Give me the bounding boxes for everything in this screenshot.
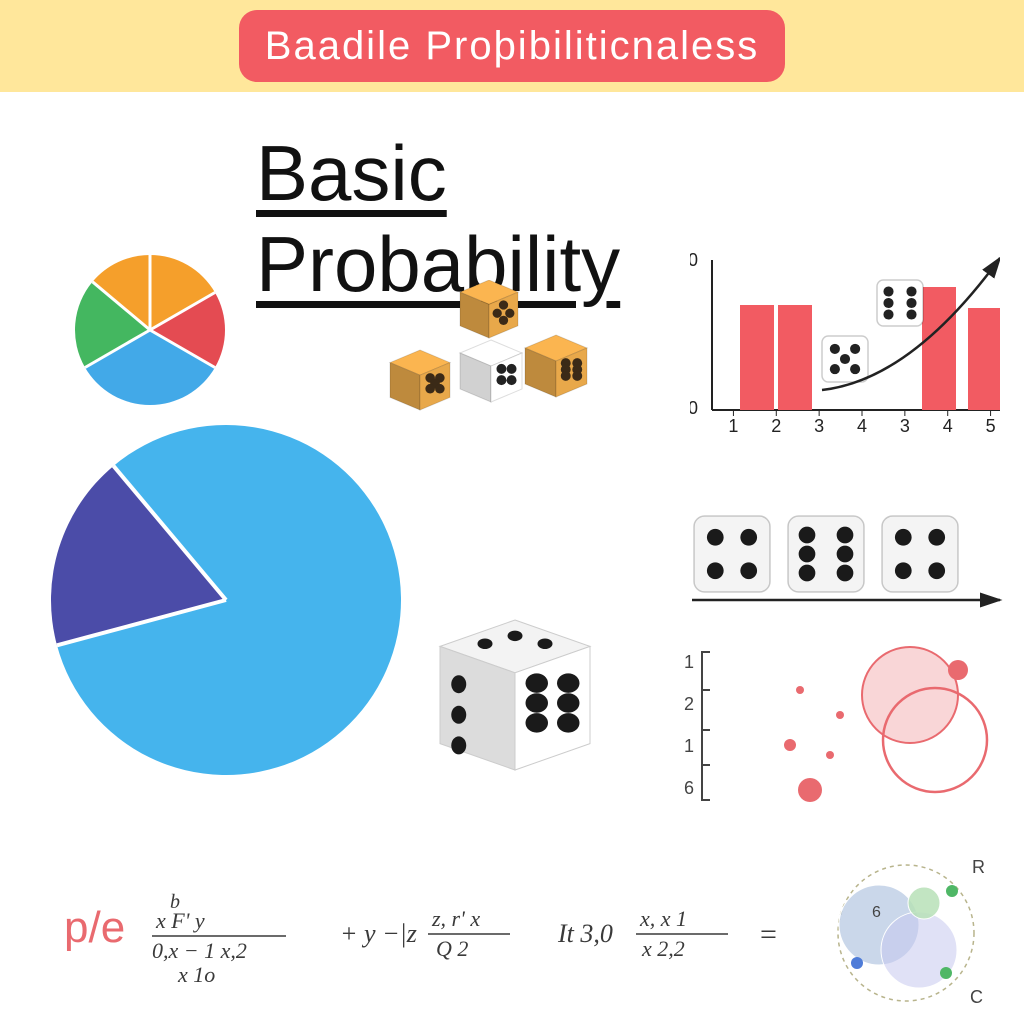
venn-diagram-rc: R C 6 (824, 855, 994, 1020)
dice-cluster (370, 280, 610, 445)
svg-text:1: 1 (684, 736, 694, 756)
big-die-icon (420, 600, 620, 805)
svg-text:x, x 1: x, x 1 (639, 906, 687, 931)
header-text: Baadile Proþibiliticnaless (265, 24, 759, 69)
svg-text:6: 6 (684, 778, 694, 798)
svg-text:x 1o: x 1o (177, 962, 215, 987)
svg-text:1: 1 (728, 416, 738, 436)
svg-text:Q 2: Q 2 (436, 936, 468, 961)
svg-text:It 3,0: It 3,0 (557, 919, 613, 948)
svg-text:2: 2 (684, 694, 694, 714)
svg-text:4: 4 (857, 416, 867, 436)
scatter-venn-panel: 1 2 1 6 (680, 640, 1000, 825)
header-outer: Baadile Proþibiliticnaless (0, 0, 1024, 92)
large-pie-chart (46, 420, 406, 785)
svg-text:x F' y: x F' y (155, 908, 205, 933)
svg-text:4: 4 (943, 416, 953, 436)
svg-text:0: 0 (690, 250, 698, 270)
small-pie-chart (70, 250, 230, 415)
svg-text:1: 1 (684, 652, 694, 672)
svg-text:x 2,2: x 2,2 (641, 936, 685, 961)
svg-text:R: R (972, 857, 985, 877)
dice-row (690, 510, 1010, 625)
svg-text:C: C (970, 987, 983, 1007)
header-band: Baadile Proþibiliticnaless (0, 0, 1024, 92)
svg-text:0: 0 (690, 398, 698, 418)
svg-text:z, r' x: z, r' x (431, 906, 480, 931)
bar-chart: 0 0 1 2 3 4 3 4 5 (690, 240, 1000, 465)
svg-text:p/e: p/e (64, 903, 125, 952)
svg-text:0,x − 1 x,2: 0,x − 1 x,2 (152, 938, 247, 963)
svg-text:=: = (760, 918, 777, 951)
svg-text:2: 2 (771, 416, 781, 436)
svg-text:5: 5 (986, 416, 996, 436)
svg-text:3: 3 (900, 416, 910, 436)
svg-text:+ y −|z: + y −|z (340, 919, 417, 948)
svg-text:3: 3 (814, 416, 824, 436)
svg-text:6: 6 (872, 904, 881, 921)
header-inner: Baadile Proþibiliticnaless (239, 10, 785, 82)
